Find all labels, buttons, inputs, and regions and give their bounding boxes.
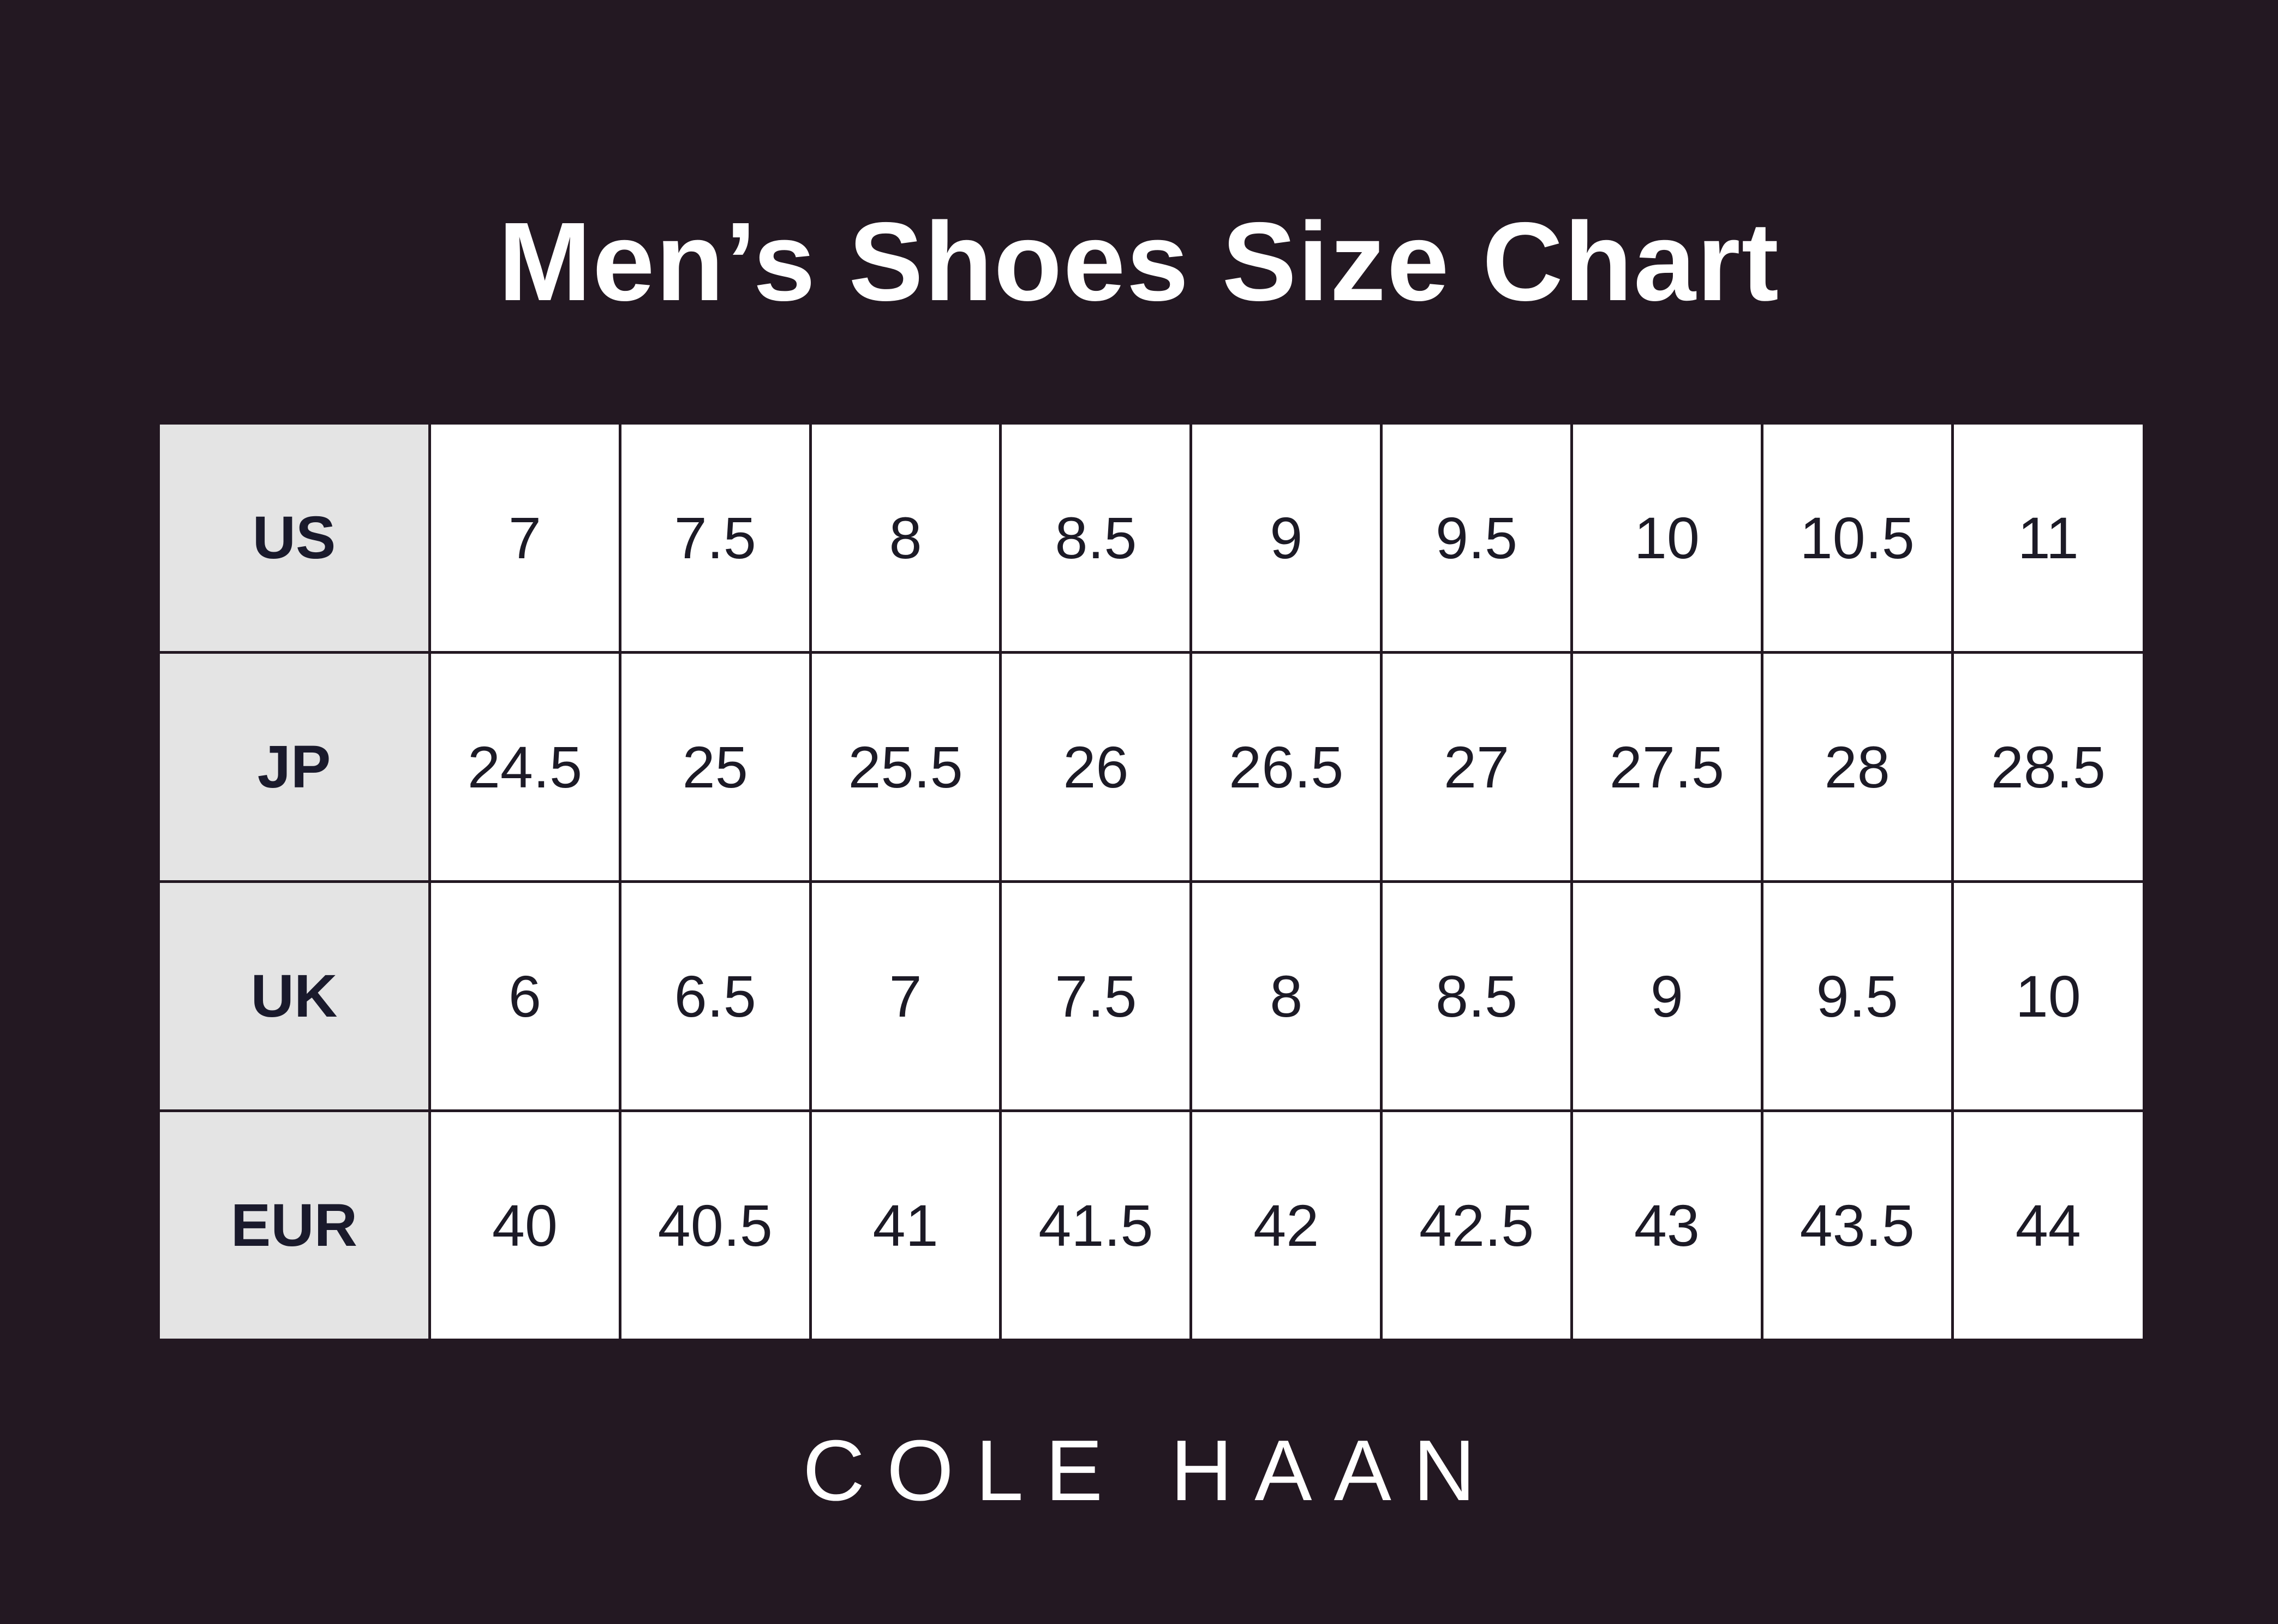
table-cell: 8 bbox=[809, 425, 1002, 654]
table-cell: 10 bbox=[1951, 880, 2143, 1112]
table-cell: 25 bbox=[618, 651, 812, 883]
table-cell: 6 bbox=[428, 880, 621, 1112]
table-cell: 40.5 bbox=[618, 1109, 812, 1339]
table-cell: 40 bbox=[428, 1109, 621, 1339]
table-cell: 27.5 bbox=[1570, 651, 1763, 883]
table-cell: 8.5 bbox=[999, 425, 1193, 654]
table-cell: 7.5 bbox=[999, 880, 1193, 1112]
table-cell: 7.5 bbox=[618, 425, 812, 654]
table-cell: 11 bbox=[1951, 425, 2143, 654]
table-cell: 7 bbox=[809, 880, 1002, 1112]
page-title: Men’s Shoes Size Chart bbox=[498, 199, 1780, 324]
table-row-eur: EUR 40 40.5 41 41.5 42 42.5 43 43.5 44 bbox=[160, 1109, 2143, 1339]
table-cell: 7 bbox=[428, 425, 621, 654]
table-row-jp: JP 24.5 25 25.5 26 26.5 27 27.5 28 28.5 bbox=[160, 651, 2143, 883]
table-cell: 25.5 bbox=[809, 651, 1002, 883]
table-cell: 9 bbox=[1570, 880, 1763, 1112]
brand-logo: COLE HAAN bbox=[802, 1423, 1498, 1519]
table-cell: 10 bbox=[1570, 425, 1763, 654]
table-cell: 26 bbox=[999, 651, 1193, 883]
table-cell: 28.5 bbox=[1951, 651, 2143, 883]
table-cell: 10.5 bbox=[1760, 425, 1954, 654]
table-cell: 9 bbox=[1189, 425, 1383, 654]
table-cell: 28 bbox=[1760, 651, 1954, 883]
size-chart-table: US 7 7.5 8 8.5 9 9.5 10 10.5 11 JP 24.5 … bbox=[160, 425, 2143, 1339]
table-row-us: US 7 7.5 8 8.5 9 9.5 10 10.5 11 bbox=[160, 425, 2143, 654]
table-cell: 26.5 bbox=[1189, 651, 1383, 883]
table-cell: 41.5 bbox=[999, 1109, 1193, 1339]
table-cell: 6.5 bbox=[618, 880, 812, 1112]
table-cell: 8.5 bbox=[1380, 880, 1573, 1112]
table-cell: 9.5 bbox=[1380, 425, 1573, 654]
table-cell: 42.5 bbox=[1380, 1109, 1573, 1339]
size-chart-body: US 7 7.5 8 8.5 9 9.5 10 10.5 11 JP 24.5 … bbox=[160, 425, 2143, 1339]
table-cell: 43.5 bbox=[1760, 1109, 1954, 1339]
row-label-eur: EUR bbox=[160, 1109, 431, 1339]
table-cell: 8 bbox=[1189, 880, 1383, 1112]
table-cell: 24.5 bbox=[428, 651, 621, 883]
table-row-uk: UK 6 6.5 7 7.5 8 8.5 9 9.5 10 bbox=[160, 880, 2143, 1112]
table-cell: 42 bbox=[1189, 1109, 1383, 1339]
table-cell: 41 bbox=[809, 1109, 1002, 1339]
table-cell: 44 bbox=[1951, 1109, 2143, 1339]
row-label-us: US bbox=[160, 425, 431, 654]
table-cell: 9.5 bbox=[1760, 880, 1954, 1112]
table-cell: 27 bbox=[1380, 651, 1573, 883]
table-cell: 43 bbox=[1570, 1109, 1763, 1339]
row-label-uk: UK bbox=[160, 880, 431, 1112]
row-label-jp: JP bbox=[160, 651, 431, 883]
